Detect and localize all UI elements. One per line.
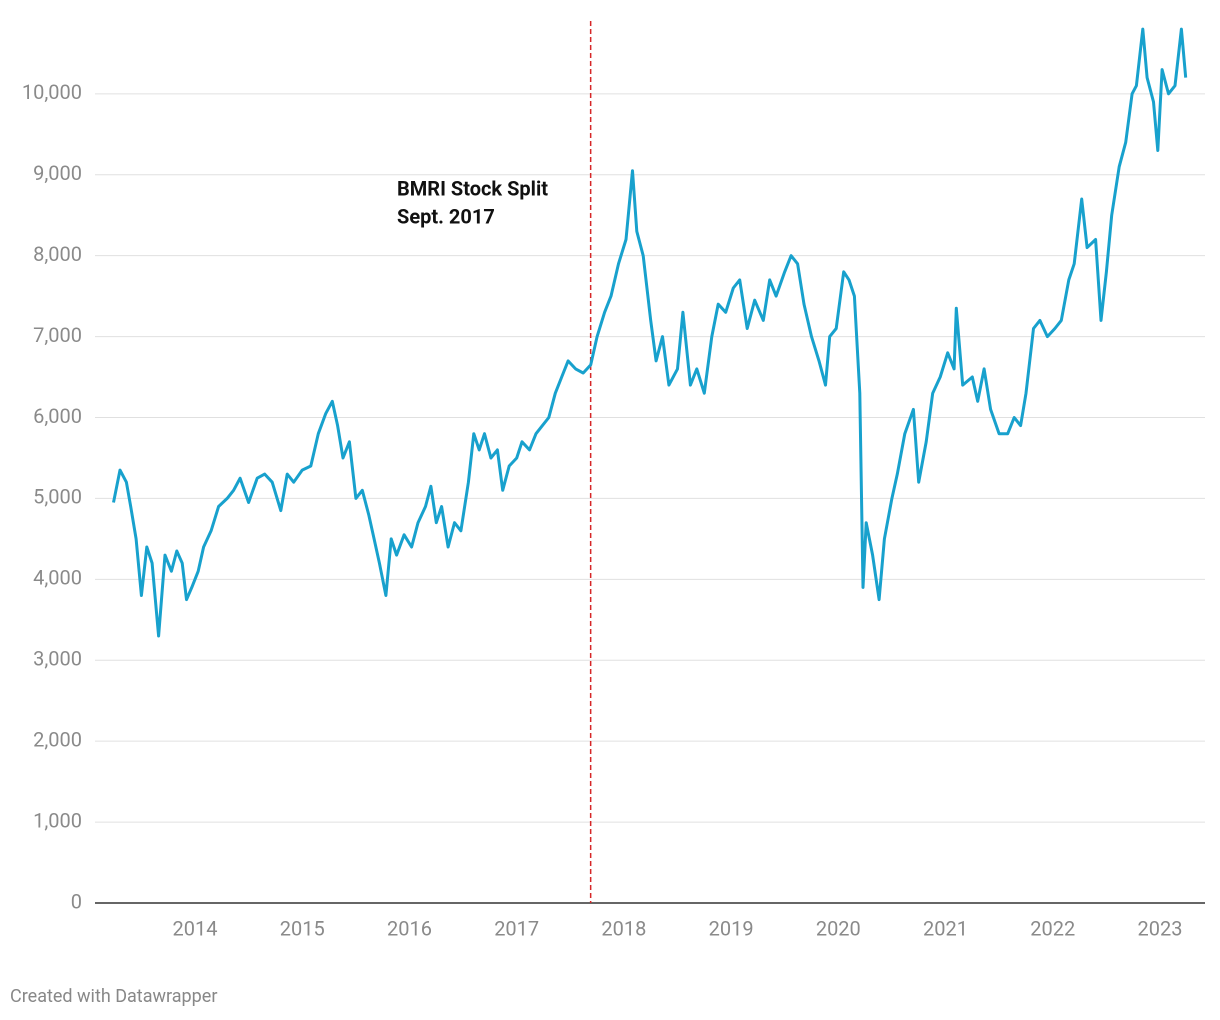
x-tick-label: 2021 [923, 916, 968, 940]
y-tick-label: 1,000 [33, 808, 82, 832]
y-tick-label: 8,000 [33, 242, 82, 266]
y-tick-label: 3,000 [33, 647, 82, 671]
y-tick-label: 9,000 [33, 161, 82, 185]
x-tick-label: 2015 [280, 916, 325, 940]
line [112, 27, 1188, 638]
x-tick-label: 2017 [494, 916, 539, 940]
y-tick-label: 4,000 [33, 566, 82, 590]
annotation-text: Sept. 2017 [397, 204, 495, 228]
x-tick-label: 2016 [387, 916, 432, 940]
y-tick-label: 5,000 [33, 485, 82, 509]
x-tick-label: 2019 [709, 916, 754, 940]
annotation-text: BMRI Stock Split [397, 176, 548, 200]
y-tick-label: 2,000 [33, 727, 82, 751]
y-tick-label: 10,000 [22, 80, 82, 104]
x-tick-label: 2018 [601, 916, 646, 940]
x-tick-label: 2023 [1137, 916, 1182, 940]
x-tick-label: 2020 [816, 916, 861, 940]
credit: Created with Datawrapper [10, 986, 217, 1007]
x-tick-label: 2014 [173, 916, 218, 940]
x-tick-label: 2022 [1030, 916, 1075, 940]
y-tick-label: 6,000 [33, 404, 82, 428]
y-tick-label: 7,000 [33, 323, 82, 347]
y-tick-label: 0 [71, 889, 82, 913]
